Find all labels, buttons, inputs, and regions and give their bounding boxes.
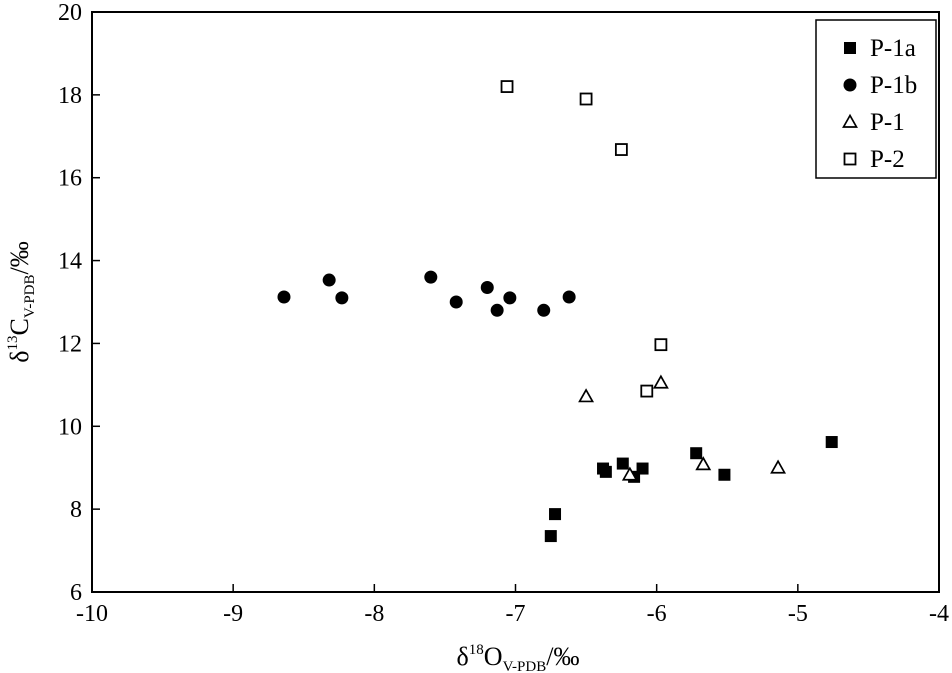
point-p-1a <box>616 457 629 470</box>
legend-label-p-1a: P-1a <box>870 35 916 62</box>
point-p-1a <box>718 468 731 481</box>
legend-label-p-2: P-2 <box>870 146 905 173</box>
legend-marker-p-1 <box>842 113 858 128</box>
point-p-1 <box>770 459 787 474</box>
data-points <box>277 80 838 543</box>
legend-marker-p-2 <box>843 152 857 166</box>
point-p-1b <box>449 295 463 309</box>
x-tick-label: -9 <box>223 601 243 627</box>
x-tick-label: -10 <box>76 601 108 627</box>
point-p-1b <box>322 273 336 287</box>
x-tick-label: -7 <box>506 601 526 627</box>
point-p-1a <box>690 447 703 460</box>
y-tick-label: 14 <box>58 249 82 275</box>
point-p-1a <box>636 462 649 475</box>
point-p-1b <box>490 303 504 317</box>
legend-box <box>815 19 937 179</box>
point-p-1b <box>537 303 551 317</box>
x-axis-title: δ18OV-PDB/‰ <box>457 642 580 673</box>
point-p-1 <box>695 456 712 471</box>
y-tick-label: 18 <box>58 83 82 109</box>
point-p-2 <box>614 143 628 156</box>
y-tick-label: 8 <box>70 497 82 523</box>
point-p-1 <box>652 374 669 389</box>
point-p-1b <box>335 291 349 305</box>
x-axis-ticks: -10 -9 -8 -7 -6 -5 -4 <box>76 584 949 627</box>
y-tick-label: 12 <box>58 331 82 357</box>
point-p-1a <box>825 436 838 449</box>
x-tick-label: -6 <box>647 601 667 627</box>
y-tick-label: 6 <box>70 580 82 606</box>
legend: P-1a P-1b P-1 P-2 <box>815 19 937 179</box>
point-p-2 <box>579 92 593 106</box>
point-p-2 <box>640 384 654 398</box>
point-p-2 <box>500 80 514 93</box>
point-p-1a <box>544 530 557 543</box>
x-tick-label: -5 <box>788 601 808 627</box>
point-p-1b <box>424 270 438 284</box>
point-p-1b <box>562 290 576 304</box>
legend-label-p-1: P-1 <box>870 109 905 136</box>
legend-marker-p-1a <box>844 42 856 54</box>
y-axis-ticks: 6 8 10 12 14 16 18 20 <box>58 0 100 606</box>
point-p-1a <box>599 465 612 478</box>
legend-label-p-1b: P-1b <box>870 72 917 99</box>
y-tick-label: 16 <box>58 166 82 192</box>
point-p-1b <box>503 291 517 305</box>
point-p-2 <box>654 338 668 352</box>
x-tick-label: -4 <box>929 601 949 627</box>
point-p-1 <box>621 466 638 481</box>
point-p-1 <box>578 388 595 403</box>
legend-marker-p-1b <box>843 78 857 92</box>
x-tick-label: -8 <box>364 601 384 627</box>
y-tick-label: 10 <box>58 414 82 440</box>
point-p-1b <box>277 290 291 304</box>
y-axis-title: δ13CV-PDB/‰ <box>5 241 38 362</box>
point-p-1b <box>480 281 494 294</box>
point-p-1a <box>549 508 562 521</box>
plot-frame <box>91 11 940 593</box>
y-tick-label: 20 <box>58 0 82 26</box>
